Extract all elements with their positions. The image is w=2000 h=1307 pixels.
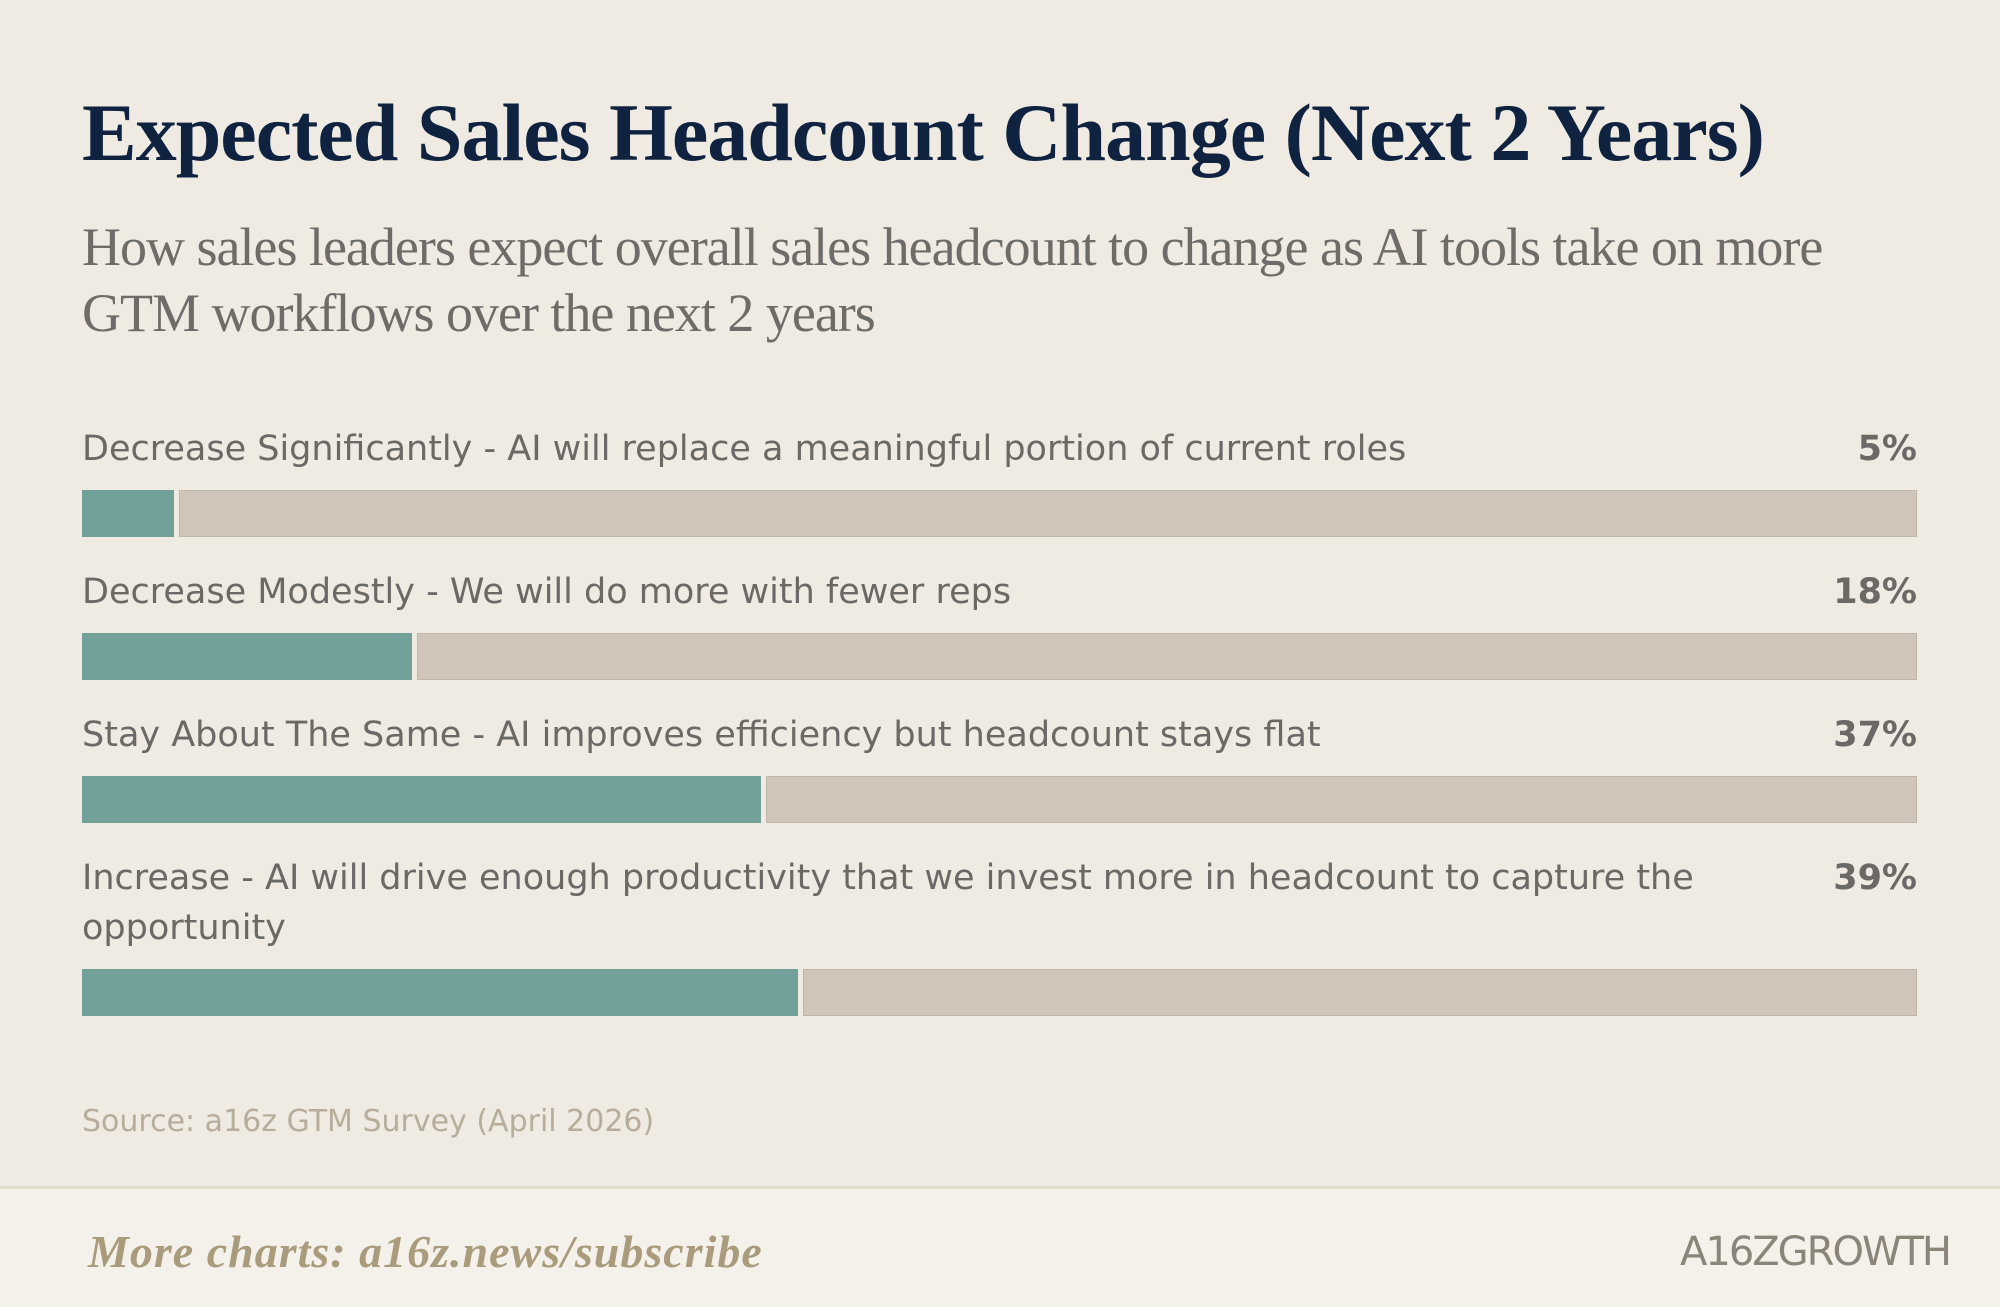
- source-note: Source: a16z GTM Survey (April 2026): [82, 1104, 655, 1139]
- bar-list: Decrease Significantly - AI will replace…: [82, 424, 1917, 1046]
- category-label: Decrease Significantly - AI will replace…: [82, 429, 1407, 469]
- bar: [82, 490, 174, 537]
- category-label: Stay About The Same - AI improves effici…: [82, 715, 1321, 755]
- bar-container: [82, 633, 1917, 680]
- bar-container: [82, 776, 1917, 823]
- footer: More charts: a16z.news/subscribe A16ZGRO…: [0, 1186, 2000, 1307]
- value-label: 18%: [1833, 572, 1917, 612]
- bar-row: Decrease Modestly - We will do more with…: [82, 567, 1917, 680]
- bar-row: Stay About The Same - AI improves effici…: [82, 710, 1917, 823]
- value-label: 39%: [1833, 858, 1917, 898]
- bar: [82, 776, 761, 823]
- bar-row: Decrease Significantly - AI will replace…: [82, 424, 1917, 537]
- row-header: Increase - AI will drive enough producti…: [82, 853, 1917, 953]
- value-label: 5%: [1857, 429, 1917, 469]
- bar: [82, 969, 798, 1016]
- row-header: Decrease Modestly - We will do more with…: [82, 567, 1917, 617]
- bar-container: [82, 490, 1917, 537]
- bar-container: [82, 969, 1917, 1016]
- chart-title: Expected Sales Headcount Change (Next 2 …: [82, 87, 1765, 178]
- row-header: Decrease Significantly - AI will replace…: [82, 424, 1917, 474]
- logo: A16ZGROWTH: [1680, 1229, 1952, 1275]
- bar-row: Increase - AI will drive enough producti…: [82, 853, 1917, 1016]
- row-header: Stay About The Same - AI improves effici…: [82, 710, 1917, 760]
- bar-track: [178, 490, 1917, 537]
- bar-track: [765, 776, 1917, 823]
- bar-track: [417, 633, 1917, 680]
- category-label: Increase - AI will drive enough producti…: [82, 858, 1694, 948]
- bar-track: [802, 969, 1917, 1016]
- category-label: Decrease Modestly - We will do more with…: [82, 572, 1012, 612]
- bar: [82, 633, 413, 680]
- footer-link[interactable]: More charts: a16z.news/subscribe: [88, 1226, 763, 1277]
- chart-subtitle: How sales leaders expect overall sales h…: [82, 217, 1823, 343]
- value-label: 37%: [1833, 715, 1917, 755]
